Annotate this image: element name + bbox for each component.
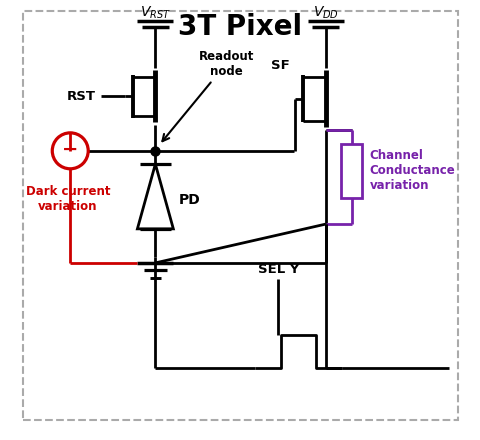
Text: Readout
node: Readout node xyxy=(162,50,253,141)
Text: SEL Y: SEL Y xyxy=(257,263,299,275)
Bar xyxy=(340,144,361,198)
Text: Channel
Conductance
variation: Channel Conductance variation xyxy=(369,150,455,192)
Text: $V_{DD}$: $V_{DD}$ xyxy=(312,4,338,21)
Text: 3T Pixel: 3T Pixel xyxy=(178,13,302,41)
Text: −: − xyxy=(62,140,78,159)
Text: $V_{RST}$: $V_{RST}$ xyxy=(140,4,170,21)
Text: SF: SF xyxy=(271,59,289,72)
Text: Dark current
variation: Dark current variation xyxy=(25,185,110,213)
Text: RST: RST xyxy=(66,90,95,103)
Text: PD: PD xyxy=(179,194,200,208)
